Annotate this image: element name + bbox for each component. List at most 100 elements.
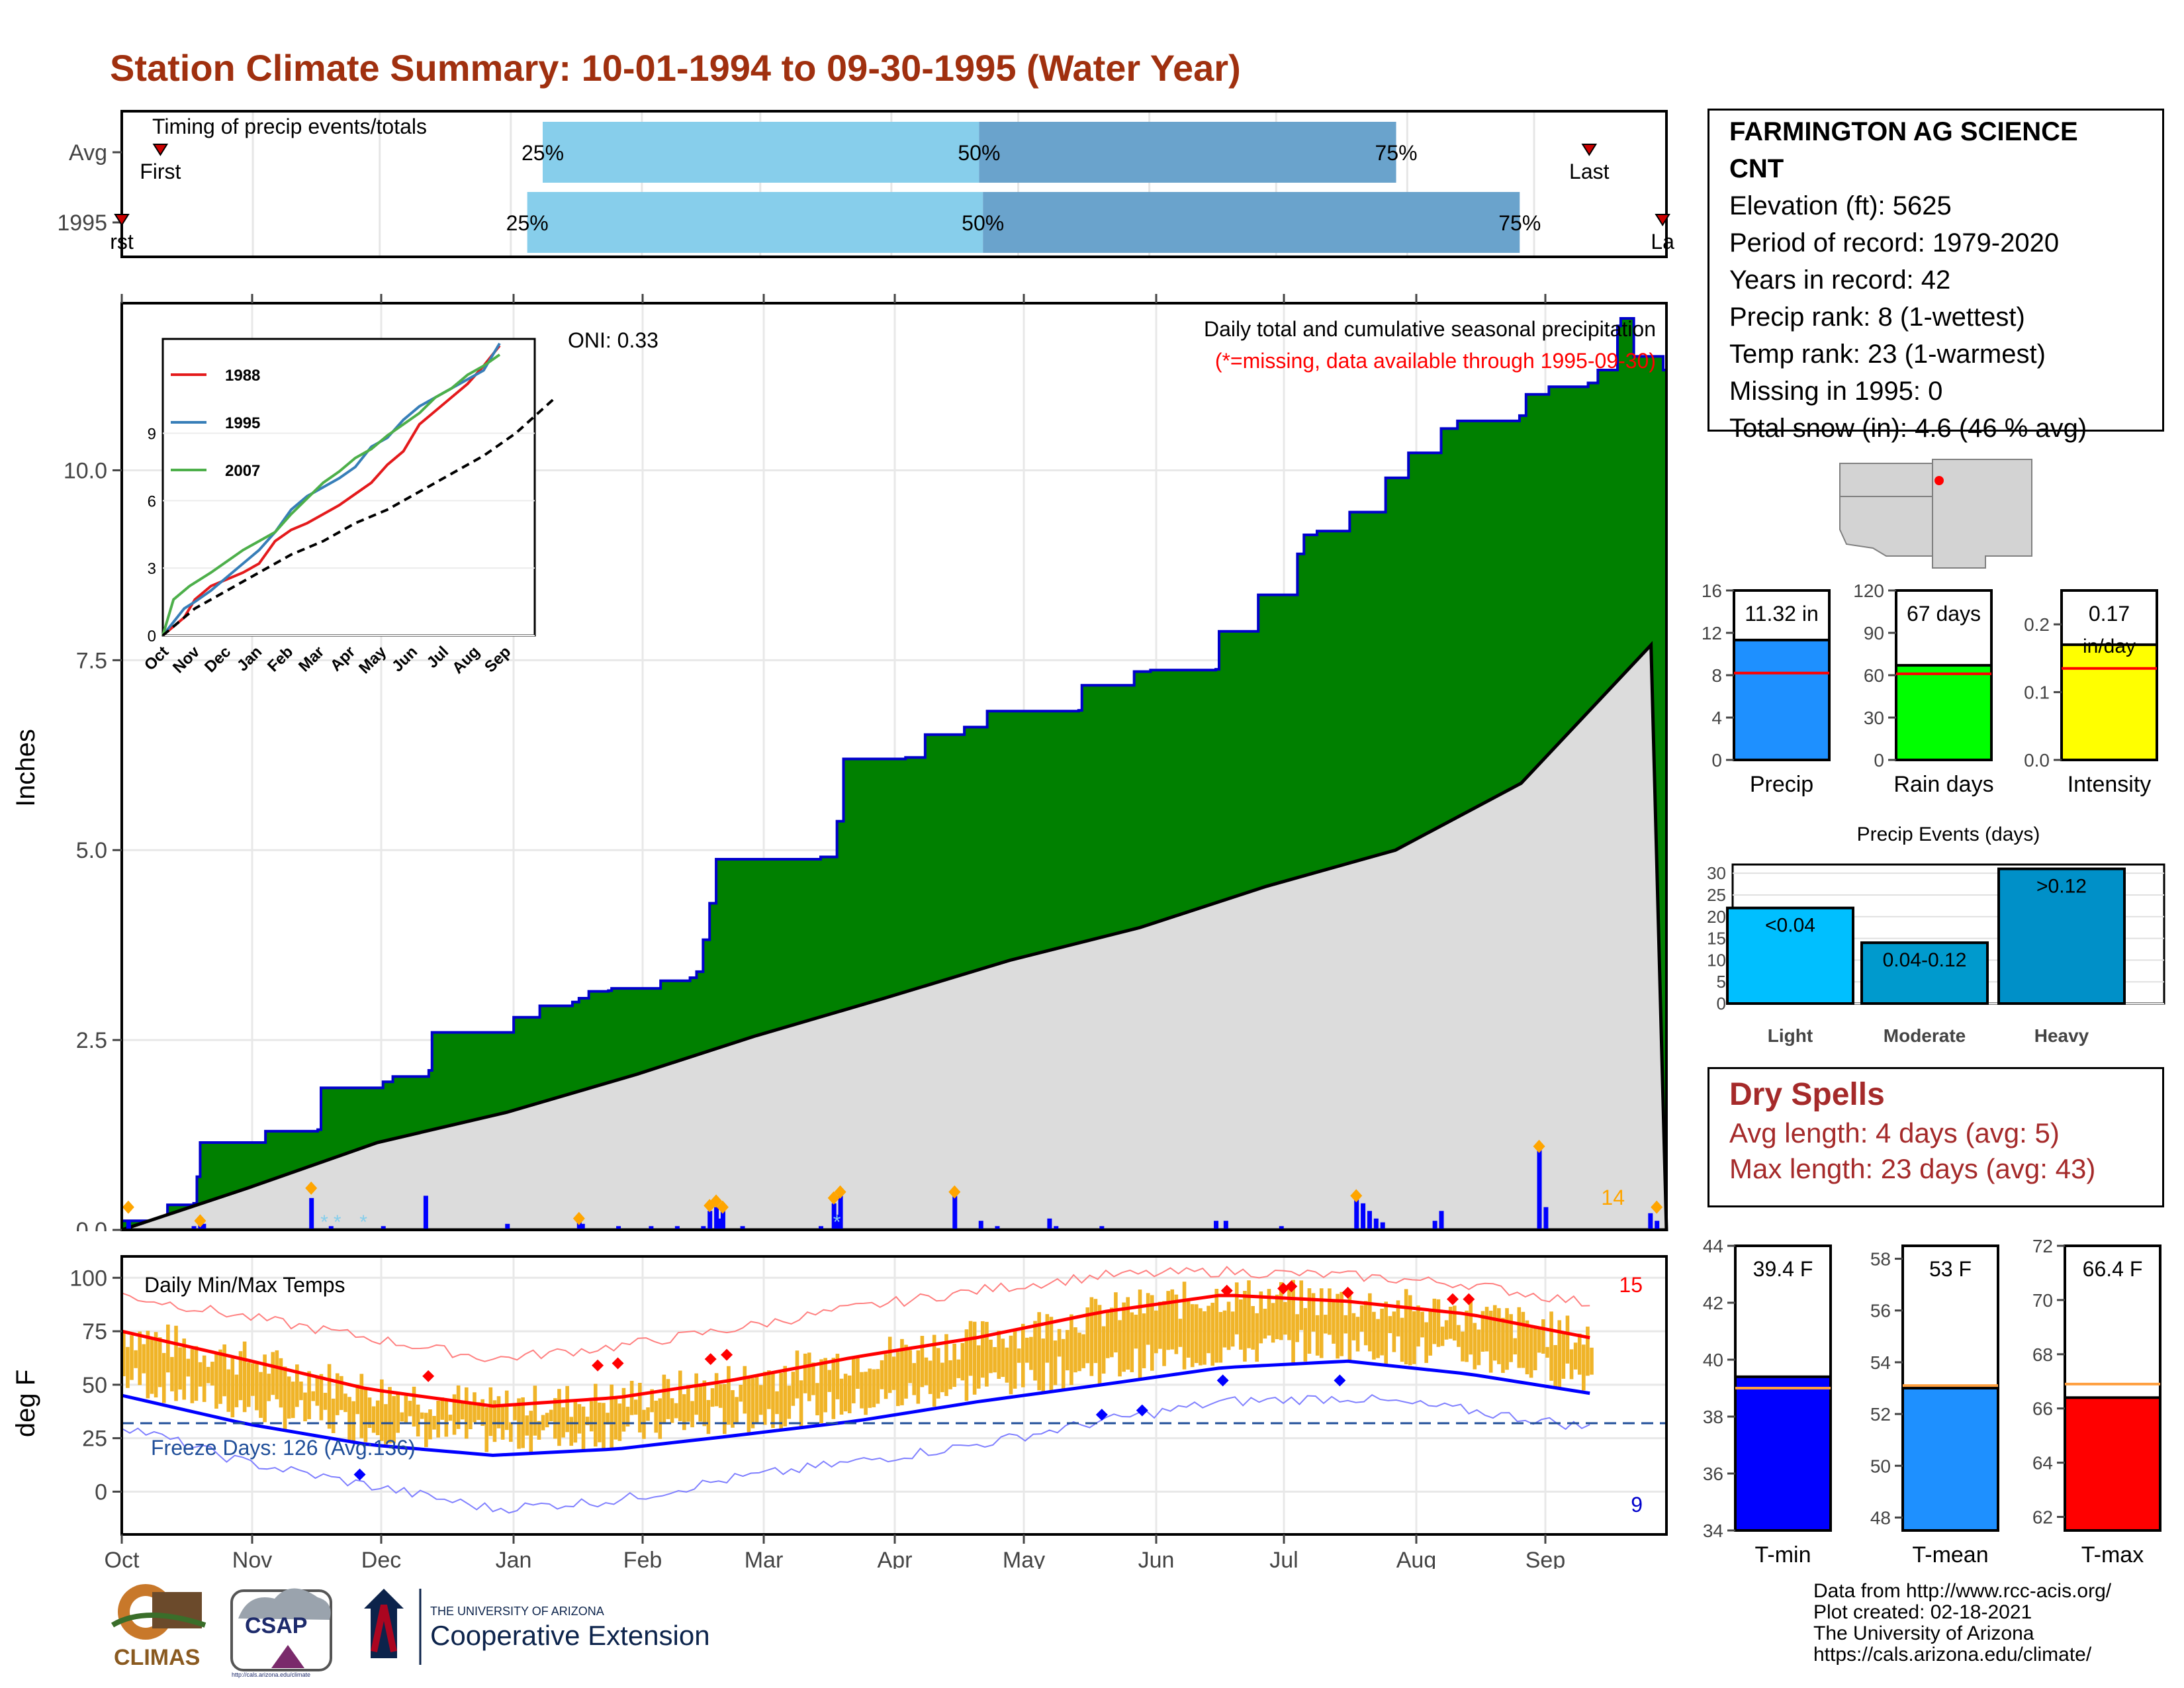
summary-ytick-label: 30: [1864, 708, 1884, 728]
temp-xtick-label: Sep: [1525, 1548, 1566, 1569]
temp-daily-bar: [255, 1364, 259, 1411]
events-title: Precip Events (days): [1857, 823, 2040, 845]
temp-daily-bar: [747, 1376, 751, 1432]
station-elevation: Elevation (ft): 5625: [1729, 191, 1952, 220]
events-bar: [1726, 906, 1854, 1005]
temp-daily-bar: [1328, 1288, 1332, 1335]
temp-daily-bar: [1347, 1295, 1352, 1362]
temp-daily-bar: [1488, 1311, 1493, 1373]
temp-daily-bar: [694, 1373, 698, 1415]
summary-ytick-label: 54: [1870, 1352, 1891, 1373]
temp-daily-bar: [428, 1409, 432, 1440]
timing-row-label: Avg: [69, 140, 107, 165]
temp-daily-bar: [1101, 1326, 1106, 1374]
summary-bar: [2064, 1396, 2161, 1532]
temp-daily-bar: [1372, 1311, 1376, 1360]
temp-daily-bar: [1105, 1311, 1110, 1358]
timing-first-marker: [114, 214, 130, 226]
temp-daily-bar: [924, 1357, 929, 1385]
temp-daily-bar: [815, 1383, 819, 1416]
temp-daily-bar: [952, 1343, 956, 1387]
station-missing: Missing in 1995: 0: [1729, 377, 1943, 406]
temp-daily-bar: [1190, 1304, 1195, 1368]
precip-daily-bar: [580, 1223, 585, 1230]
temp-record-low-marker: [1095, 1409, 1108, 1421]
precip-daily-bar: [1354, 1197, 1359, 1230]
summary-value-label: 11.32 in: [1745, 602, 1819, 626]
summary-bar: [1733, 638, 1831, 761]
temp-xtick-label: Mar: [745, 1548, 784, 1569]
temp-daily-bar: [521, 1397, 525, 1448]
temp-ytick-label: 25: [82, 1427, 107, 1452]
temp-daily-bar: [416, 1404, 420, 1436]
temp-record-high-marker: [1342, 1286, 1354, 1299]
temp-daily-bar: [420, 1412, 424, 1419]
temp-daily-bar: [735, 1397, 739, 1424]
temp-daily-bar: [1473, 1323, 1477, 1370]
temp-daily-bar: [1134, 1315, 1138, 1349]
temp-daily-bar: [134, 1350, 138, 1368]
oni-label: ONI: 0.33: [568, 328, 659, 352]
temp-daily-bar: [981, 1321, 985, 1378]
precip-event-marker: [834, 1185, 846, 1199]
temp-daily-bar: [598, 1402, 602, 1442]
temp-daily-bar: [130, 1335, 134, 1380]
precip-daily-bar: [1214, 1221, 1219, 1230]
temp-daily-bar: [1569, 1349, 1574, 1380]
temp-daily-bar: [1319, 1288, 1324, 1358]
summary-bar: [1734, 1375, 1832, 1532]
temp-daily-bar: [214, 1353, 218, 1409]
temp-daily-bar: [1255, 1313, 1259, 1362]
temp-daily-bar: [690, 1401, 694, 1428]
temp-daily-bar: [1384, 1301, 1388, 1365]
summary-ytick-label: 66: [2032, 1399, 2053, 1419]
temp-daily-bar: [1194, 1304, 1199, 1364]
temp-daily-bar: [602, 1403, 606, 1449]
temp-daily-bar: [847, 1375, 852, 1413]
temp-daily-bar: [625, 1407, 630, 1427]
temp-daily-bar: [642, 1409, 646, 1439]
temp-daily-bar: [1412, 1311, 1416, 1364]
temp-daily-bar: [238, 1351, 243, 1401]
temp-daily-bar: [198, 1362, 203, 1387]
temp-panel: Daily Min/Max Temps Freeze Days: 126 (Avg…: [11, 1255, 1668, 1569]
temp-daily-bar: [581, 1406, 586, 1450]
temp-daily-bar: [1275, 1294, 1279, 1340]
timing-panel: Timing of precip events/totals Avg 25% 50% 7…: [57, 110, 1674, 258]
precip-daily-bar: [309, 1197, 314, 1230]
precip-daily-bar: [1047, 1218, 1052, 1230]
temp-daily-bar: [839, 1378, 844, 1415]
precip-ytick-label: 10.0: [64, 458, 107, 483]
precip-summary-panel: 11.32 in 0 4 8 12 16 Precip 67 days 0 30 60 90 120 Ra…: [1702, 583, 2158, 797]
temp-daily-bar: [1392, 1311, 1396, 1352]
temp-daily-bar: [1061, 1338, 1066, 1389]
temp-daily-bar: [448, 1415, 453, 1421]
temp-daily-bar: [1114, 1292, 1118, 1353]
temp-daily-bar: [1465, 1310, 1469, 1362]
temp-daily-bar: [1178, 1319, 1183, 1347]
temp-daily-bar: [424, 1413, 428, 1448]
summary-ytick-label: 56: [1870, 1301, 1891, 1321]
temp-daily-bar: [303, 1392, 307, 1422]
precip-event-marker: [1651, 1200, 1663, 1214]
temp-daily-bar: [1069, 1314, 1073, 1385]
precip-daily-bar: [328, 1226, 334, 1230]
temp-daily-bar: [1222, 1310, 1227, 1348]
temp-daily-bar: [1017, 1348, 1021, 1363]
temp-daily-bar: [1537, 1329, 1541, 1353]
dry-spells-avg: Avg length: 4 days (avg: 5): [1729, 1117, 2060, 1149]
temp-daily-bar: [1226, 1301, 1231, 1350]
summary-ytick-label: 0: [1874, 750, 1884, 771]
temp-daily-bar: [936, 1348, 940, 1399]
temp-xtick-label: Feb: [623, 1548, 662, 1569]
temp-daily-bar: [1424, 1322, 1428, 1363]
temp-daily-bar: [174, 1325, 178, 1401]
temp-daily-bar: [1097, 1305, 1102, 1385]
temp-daily-bar: [287, 1376, 291, 1419]
temp-daily-bar: [633, 1399, 638, 1415]
credit-line-3: The University of Arizona: [1813, 1622, 2034, 1644]
temp-daily-bar: [1093, 1299, 1098, 1364]
precip-ytick-label: 7.5: [76, 648, 107, 673]
temp-daily-bar: [545, 1413, 549, 1428]
temp-daily-bar: [1311, 1293, 1316, 1332]
